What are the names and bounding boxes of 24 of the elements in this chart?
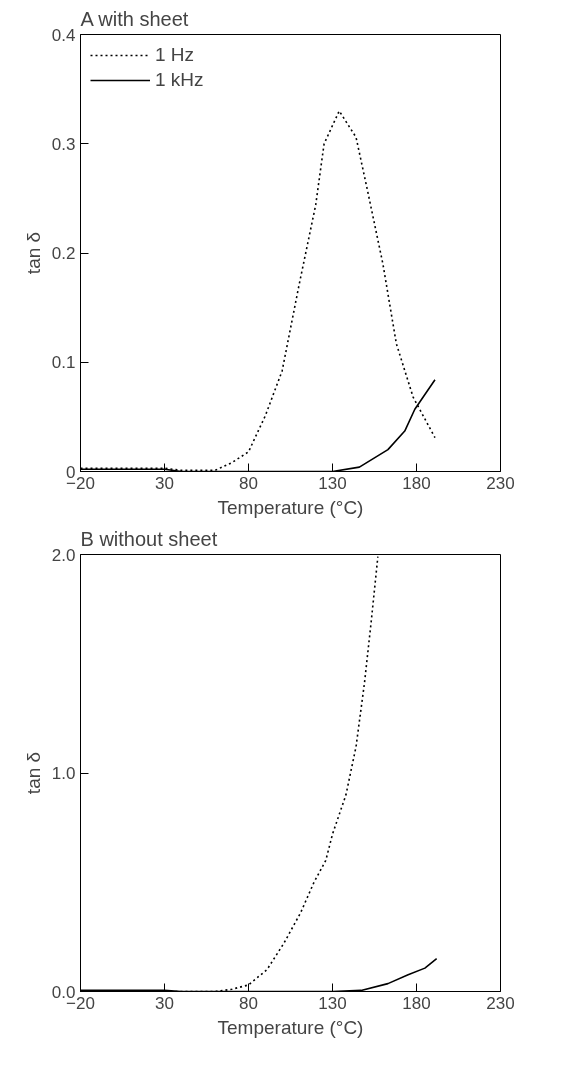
y-tick-label: 1.0 [51,764,76,783]
chart-title: A with sheet [80,7,189,30]
y-axis-title: tan δ [22,751,44,795]
y-tick-label: 0.1 [51,353,76,373]
chart-title: B without sheet [80,527,218,550]
y-tick-label: 2.0 [51,545,76,565]
x-tick-label: 180 [402,993,431,1013]
x-tick-label: 130 [318,993,347,1013]
x-tick-label: 180 [402,473,431,493]
y-axis-title: tan δ [22,231,44,275]
y-tick-label: 0.2 [51,244,76,263]
x-tick-label: 30 [155,473,174,493]
x-tick-label: 130 [318,473,347,493]
x-tick-label: 230 [486,993,515,1013]
x-axis-title: Temperature (°C) [217,1016,364,1038]
legend-label: 1 Hz [155,44,195,66]
x-tick-label: 30 [155,993,174,1013]
x-tick-label: 230 [486,473,515,493]
x-axis-title: Temperature (°C) [217,496,364,518]
legend-label: 1 kHz [155,69,204,91]
x-tick-label: 80 [239,993,258,1013]
y-tick-label: 0.4 [51,25,76,45]
x-tick-label: 80 [239,473,258,493]
y-tick-label: 0.3 [51,134,76,154]
